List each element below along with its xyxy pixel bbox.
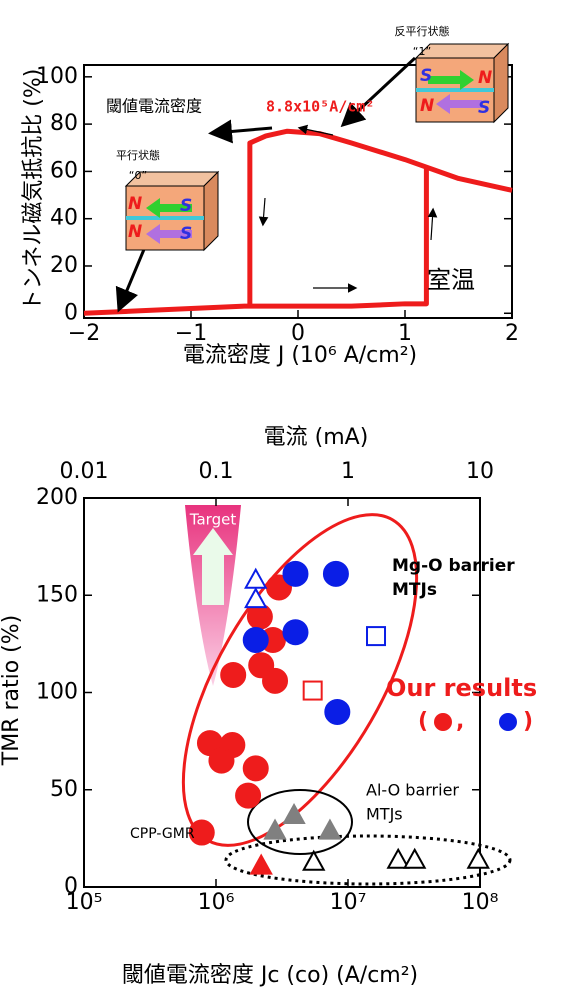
- pole-label: S: [180, 224, 192, 244]
- pole-label: N: [420, 96, 434, 116]
- x-tick-label: 10⁸: [462, 890, 499, 915]
- y-tick-label: 50: [50, 777, 78, 802]
- annotation: 室温: [427, 266, 475, 294]
- annotation: “0”: [129, 169, 147, 182]
- annotation: MTJs: [392, 580, 437, 600]
- point: [283, 562, 307, 586]
- legend-dot: [434, 713, 452, 731]
- x-tick-label: 10⁷: [330, 890, 367, 915]
- annotation: Target: [189, 511, 237, 529]
- pole-label: S: [180, 196, 192, 216]
- point: [263, 669, 287, 693]
- y-tick-label: 150: [36, 582, 78, 607]
- annotation: Al-O barrier: [366, 781, 459, 800]
- pole-label: S: [420, 66, 432, 86]
- x-axis-label: 電流密度 J (10⁶ A/cm²): [183, 343, 417, 368]
- x2-tick-label: 0.01: [60, 459, 109, 484]
- pole-label: N: [128, 194, 142, 214]
- annotation: ,: [456, 709, 464, 734]
- x2-tick-label: 1: [341, 459, 355, 484]
- y-tick-label: 100: [36, 680, 78, 705]
- point: [320, 821, 340, 839]
- x-axis-label: 閾値電流密度 Jc (co) (A/cm²): [122, 963, 418, 988]
- annotation: (: [418, 709, 428, 734]
- y-tick-label: 20: [50, 253, 78, 278]
- x2-tick-label: 0.1: [199, 459, 234, 484]
- point: [244, 756, 268, 780]
- pole-label: N: [478, 68, 492, 88]
- point: [248, 605, 272, 629]
- x-tick-label: 2: [505, 321, 519, 346]
- x-tick-label: 10⁵: [66, 890, 103, 915]
- point: [325, 700, 349, 724]
- annotation: MTJs: [366, 805, 403, 824]
- point: [304, 682, 322, 700]
- point: [283, 620, 307, 644]
- legend-dot: [499, 713, 517, 731]
- figure: 020406080100−2−1012 閾値電流密度 8.8x10⁵A/cm² …: [0, 0, 570, 1005]
- point: [221, 663, 245, 687]
- pole-label: N: [128, 222, 142, 242]
- pole-label: S: [478, 98, 490, 118]
- x2-tick-label: 10: [466, 459, 494, 484]
- annotation: 閾値電流密度: [106, 97, 202, 116]
- point: [405, 850, 425, 868]
- gmr-ellipse: [226, 836, 510, 884]
- y-tick-label: 80: [50, 111, 78, 136]
- annotation: Our results: [386, 674, 537, 702]
- point: [209, 749, 233, 773]
- point: [367, 627, 385, 645]
- annotation: 8.8x10⁵A/cm²: [266, 98, 374, 116]
- y-tick-label: 200: [36, 485, 78, 510]
- annotation: Mg-O barrier: [392, 556, 515, 576]
- point: [468, 850, 488, 868]
- annotation: 反平行状態: [395, 24, 450, 38]
- y-tick-label: 40: [50, 206, 78, 231]
- annotation: 平行状態: [116, 148, 160, 162]
- y-axis-label: TMR ratio (%): [0, 615, 24, 767]
- point: [236, 784, 260, 808]
- point: [246, 570, 266, 588]
- annotation: “1”: [413, 45, 431, 58]
- point: [251, 856, 271, 874]
- annotation: ): [523, 709, 533, 734]
- x-tick-label: 10⁶: [198, 890, 235, 915]
- x2-axis-label: 電流 (mA): [264, 425, 369, 450]
- x-tick-label: −2: [68, 321, 100, 346]
- annotation: CPP-GMR: [130, 826, 195, 842]
- y-axis-label: トンネル磁気抵抗比 (%): [21, 69, 46, 312]
- y-tick-label: 60: [50, 158, 78, 183]
- point: [244, 628, 268, 652]
- point: [324, 562, 348, 586]
- point: [246, 589, 266, 607]
